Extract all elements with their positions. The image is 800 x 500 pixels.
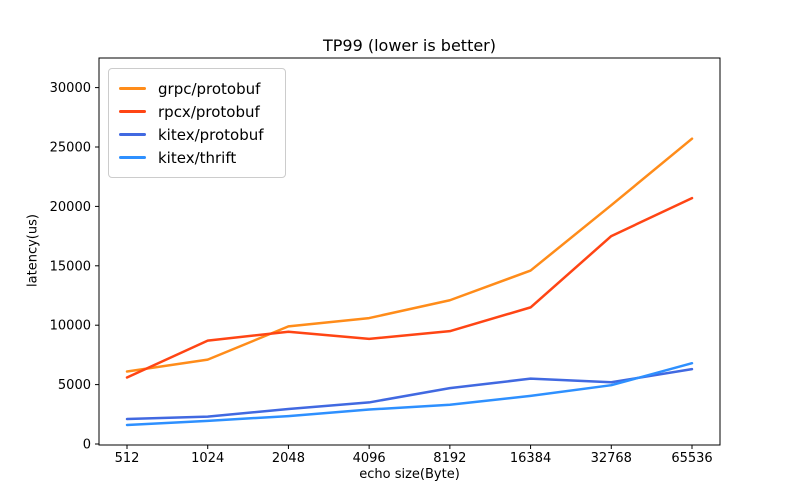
- y-tick-label: 15000: [50, 259, 91, 274]
- y-tick-label: 0: [83, 438, 91, 453]
- series-line-rpcx-protobuf: [125, 196, 694, 379]
- legend-line-swatch: [119, 110, 146, 113]
- y-axis-label: latency(us): [25, 214, 41, 287]
- y-tick-label: 10000: [50, 319, 91, 334]
- legend-label: kitex/protobuf: [158, 125, 264, 144]
- legend: grpc/protobuf rpcx/protobuf kitex/protob…: [108, 68, 286, 178]
- x-tick-label: 2048: [272, 451, 305, 466]
- y-tick-label: 5000: [58, 378, 91, 393]
- legend-label: grpc/protobuf: [158, 79, 261, 98]
- chart-title: TP99 (lower is better): [322, 36, 496, 55]
- legend-label: rpcx/protobuf: [158, 102, 260, 121]
- legend-line-swatch: [119, 87, 146, 90]
- axes-spines: [98, 57, 721, 446]
- legend-item: rpcx/protobuf: [119, 100, 275, 123]
- series-line-grpc-protobuf: [125, 137, 694, 373]
- legend-item: kitex/thrift: [119, 146, 275, 169]
- legend-label: kitex/thrift: [158, 148, 237, 167]
- legend-line-swatch: [119, 156, 146, 159]
- x-axis-label: echo size(Byte): [359, 467, 460, 482]
- legend-item: kitex/protobuf: [119, 123, 275, 146]
- x-tick-label: 512: [115, 451, 140, 466]
- x-tick-label: 4096: [353, 451, 386, 466]
- series-line-kitex-protobuf: [125, 367, 694, 421]
- series-line-kitex-thrift: [125, 361, 694, 427]
- legend-item: grpc/protobuf: [119, 77, 275, 100]
- x-tick-label: 16384: [510, 451, 551, 466]
- y-tick-label: 30000: [50, 81, 91, 96]
- x-tick-label: 8192: [433, 451, 466, 466]
- x-tick-label: 65536: [671, 451, 712, 466]
- x-tick-label: 32768: [591, 451, 632, 466]
- y-tick-label: 20000: [50, 200, 91, 215]
- y-tick-label: 25000: [50, 141, 91, 156]
- x-tick-label: 1024: [191, 451, 224, 466]
- legend-line-swatch: [119, 133, 146, 136]
